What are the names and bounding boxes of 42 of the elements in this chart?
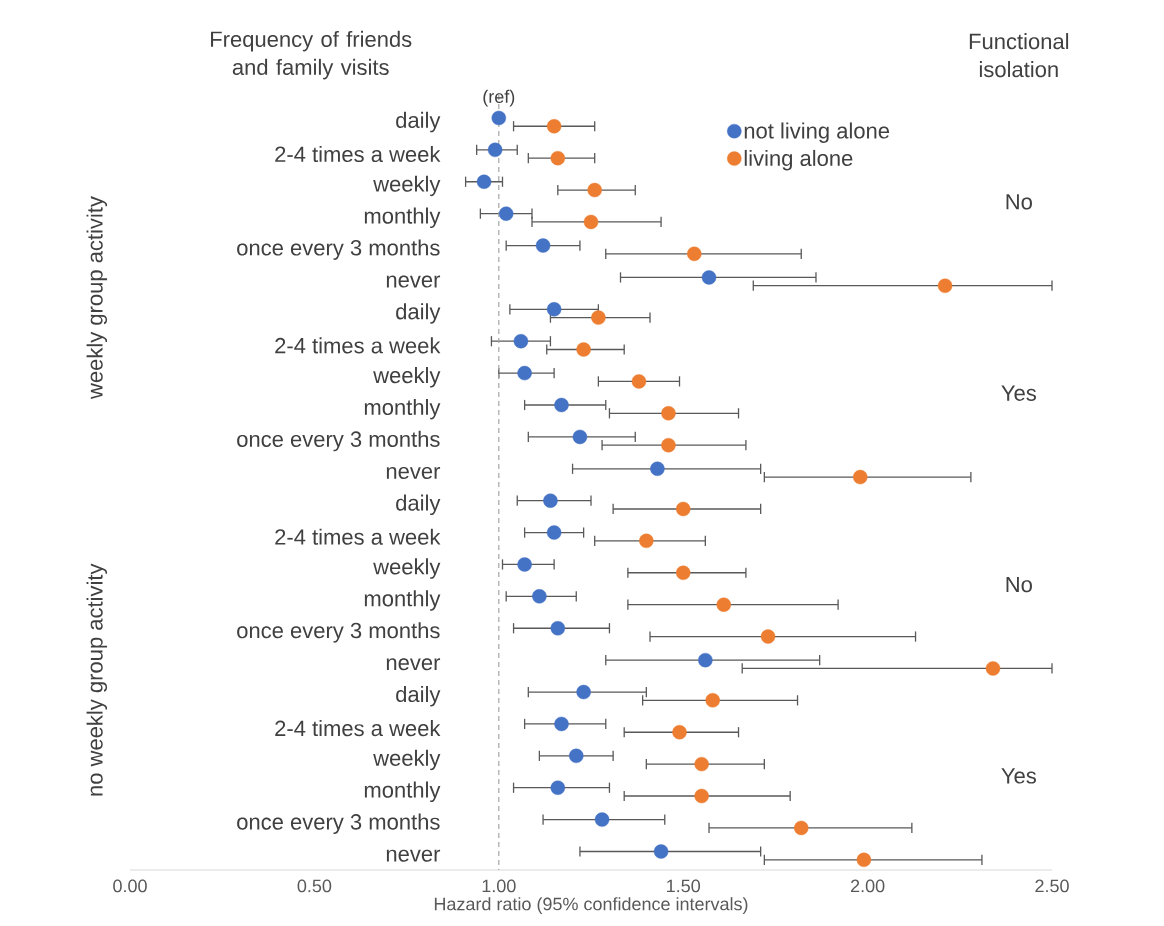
y-tick-label: once every 3 months <box>237 239 440 260</box>
y-tick-label: once every 3 months <box>237 622 440 643</box>
x-axis-title: Hazard ratio (95% confidence intervals) <box>434 897 748 914</box>
y-tick-label: 2-4 times a week <box>275 145 441 163</box>
x-tick-label: 2.00 <box>851 879 885 893</box>
y-tick-label: monthly <box>364 781 441 803</box>
y-tick-label: monthly <box>364 398 441 420</box>
y-tick-label: daily <box>396 303 441 324</box>
y-tick-label: once every 3 months <box>237 430 440 452</box>
y-tick-label: 2-4 times a week <box>275 528 441 545</box>
x-tick-label: 0.00 <box>113 879 147 893</box>
x-tick-label: 0.50 <box>297 879 332 893</box>
y-tick-label: never <box>386 658 441 671</box>
y-tick-label: monthly <box>364 207 441 229</box>
x-tick-label: 1.50 <box>667 879 701 893</box>
legend-label: living alone <box>744 149 853 171</box>
y-tick-label: monthly <box>364 590 441 611</box>
text: weekly group activity <box>86 196 108 400</box>
annotation: Yes <box>1001 385 1036 401</box>
y-tick-label: never <box>386 275 441 288</box>
y-tick-label: once every 3 months <box>237 813 440 835</box>
text: Frequency of friends and family visits <box>211 30 412 80</box>
text: Functional isolation <box>969 33 1069 78</box>
y-tick-label: daily <box>396 111 441 133</box>
y-tick-label: never <box>386 849 441 862</box>
annotation: (ref) <box>483 89 515 107</box>
y-tick-label: daily <box>396 685 441 707</box>
y-tick-label: 2-4 times a week <box>275 337 441 354</box>
y-tick-label: never <box>386 466 441 479</box>
y-tick-label: weekly <box>373 175 441 197</box>
legend-label: not living alone <box>744 122 890 143</box>
annotation: Yes <box>1001 768 1036 784</box>
annotation: No <box>1006 194 1032 210</box>
x-tick-label: 2.50 <box>1035 879 1069 893</box>
y-tick-label: daily <box>396 494 441 516</box>
annotation: No <box>1006 576 1032 593</box>
text: no weekly group activity <box>86 563 108 796</box>
y-tick-label: weekly <box>373 558 441 579</box>
y-tick-label: weekly <box>373 366 441 388</box>
y-tick-label: weekly <box>373 749 441 771</box>
x-tick-label: 1.00 <box>482 879 516 893</box>
y-tick-label: 2-4 times a week <box>275 720 441 737</box>
